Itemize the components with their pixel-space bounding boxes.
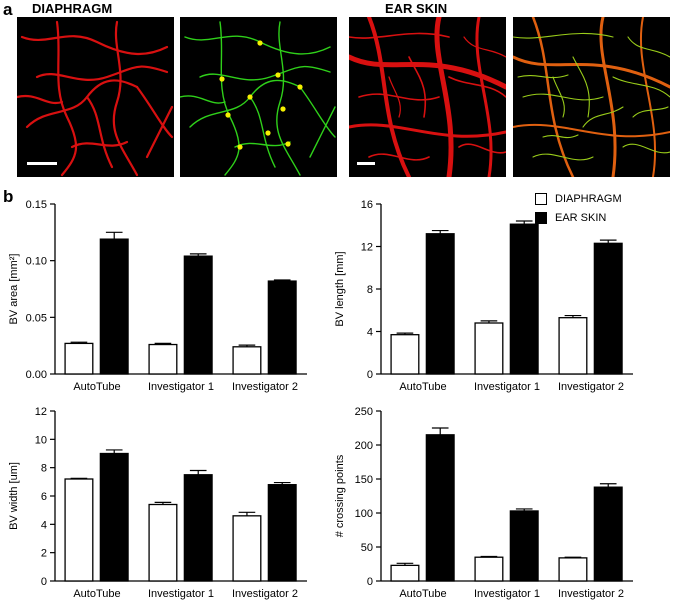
y-tick-label: 8 [41, 463, 47, 475]
chart-bv-width: 0 2 4 6 8 10 12 BV width [um] AutoTube Investigat… [8, 406, 307, 600]
y-axis-label: # crossing points [334, 454, 346, 537]
diaphragm-title: DIAPHRAGM [32, 1, 113, 16]
x-category-label: Investigator 1 [148, 381, 214, 393]
x-category-label: Investigator 2 [232, 588, 298, 600]
diaphragm-skeleton-image [180, 17, 337, 177]
bar-diaphragm-investigator-1 [474, 556, 504, 582]
y-tick-label: 0.05 [26, 312, 47, 324]
y-tick-label: 2 [41, 548, 47, 560]
y-tick-label: 100 [355, 508, 373, 520]
panel-b-letter: b [3, 187, 14, 206]
y-tick-label: 16 [361, 199, 373, 211]
bar-diaphragm-investigator-2 [232, 515, 262, 582]
bar-ear-skin-investigator-2 [593, 486, 623, 582]
bar-diaphragm-investigator-2 [558, 557, 588, 582]
bar-ear-skin-autotube [99, 452, 129, 582]
x-category-label: Investigator 2 [558, 588, 624, 600]
diaphragm-raw-image [17, 17, 174, 177]
bar-ear-skin-investigator-2 [267, 280, 297, 375]
x-category-label: Investigator 2 [232, 381, 298, 393]
bar-diaphragm-investigator-2 [558, 317, 588, 375]
bar-diaphragm-investigator-2 [232, 346, 262, 375]
bar-ear-skin-investigator-1 [183, 255, 213, 375]
x-category-label: Investigator 2 [558, 381, 624, 393]
x-category-label: AutoTube [399, 381, 446, 393]
y-tick-label: 12 [35, 406, 47, 418]
ear-skin-skeleton-image [513, 17, 670, 177]
y-tick-label: 50 [361, 542, 373, 554]
ear-skin-title: EAR SKIN [385, 1, 448, 16]
bar-diaphragm-investigator-1 [148, 343, 178, 375]
ear-skin-raw-image [349, 17, 506, 177]
y-tick-label: 0 [41, 576, 47, 588]
bar-ear-skin-autotube [99, 238, 129, 375]
bar-diaphragm-autotube [390, 334, 420, 375]
y-tick-label: 150 [355, 474, 373, 486]
legend-swatch-diaphragm [535, 192, 547, 205]
y-tick-label: 0 [367, 576, 373, 588]
bar-diaphragm-investigator-1 [148, 503, 178, 582]
y-tick-label: 4 [367, 327, 373, 339]
x-category-label: AutoTube [399, 588, 446, 600]
y-tick-label: 250 [355, 406, 373, 418]
panel-a-letter: a [3, 0, 13, 19]
x-category-label: Investigator 1 [474, 381, 540, 393]
bar-ear-skin-investigator-1 [509, 510, 539, 582]
bar-diaphragm-investigator-1 [474, 322, 504, 375]
bar-ear-skin-investigator-1 [183, 474, 213, 582]
y-tick-label: 0.15 [26, 199, 47, 211]
chart-crossing-points: 0 50 100 150 200 250 # crossing points AutoTube… [334, 406, 633, 600]
y-tick-label: 0.00 [26, 369, 47, 381]
y-tick-label: 0 [367, 369, 373, 381]
x-category-label: AutoTube [73, 381, 120, 393]
bar-diaphragm-autotube [64, 478, 94, 582]
legend: DIAPHRAGM EAR SKIN [535, 189, 622, 227]
y-tick-label: 200 [355, 440, 373, 452]
y-axis-label: BV length [mm] [334, 251, 346, 326]
bar-ear-skin-autotube [425, 434, 455, 582]
legend-swatch-ear-skin [535, 211, 547, 224]
x-category-label: AutoTube [73, 588, 120, 600]
bar-ear-skin-investigator-2 [593, 242, 623, 375]
y-axis-label: BV width [um] [8, 462, 20, 530]
bar-ear-skin-investigator-1 [509, 223, 539, 375]
legend-item-ear-skin: EAR SKIN [535, 208, 622, 227]
y-tick-label: 4 [41, 519, 47, 531]
y-axis-label: BV area [mm²] [8, 254, 20, 325]
y-tick-label: 6 [41, 491, 47, 503]
legend-item-diaphragm: DIAPHRAGM [535, 189, 622, 208]
y-tick-label: 10 [35, 434, 47, 446]
y-tick-label: 8 [367, 284, 373, 296]
bar-diaphragm-autotube [390, 564, 420, 582]
y-tick-label: 0.10 [26, 256, 47, 268]
x-category-label: Investigator 1 [148, 588, 214, 600]
bar-ear-skin-investigator-2 [267, 484, 297, 582]
legend-label-diaphragm: DIAPHRAGM [555, 192, 622, 205]
bar-diaphragm-autotube [64, 342, 94, 375]
bar-ear-skin-autotube [425, 233, 455, 375]
chart-bv-area: 0.00 0.05 0.10 0.15 BV area [mm²] AutoTube Inv… [8, 199, 307, 393]
x-category-label: Investigator 1 [474, 588, 540, 600]
y-tick-label: 12 [361, 242, 373, 254]
legend-label-ear-skin: EAR SKIN [555, 211, 607, 224]
chart-bv-length: 0 4 8 12 16 BV length [mm] AutoTube Investigato… [334, 199, 633, 393]
